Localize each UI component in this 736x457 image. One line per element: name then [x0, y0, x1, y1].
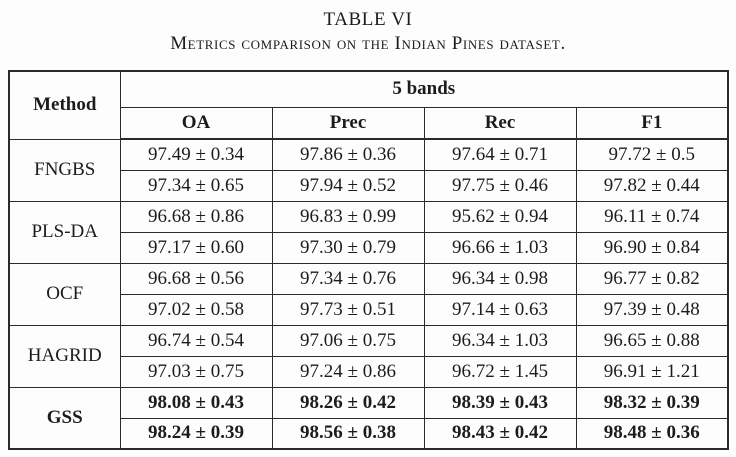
table-row: PLS-DA 96.68 ± 0.86 96.83 ± 0.99 95.62 ±…	[8, 200, 729, 264]
value-cell: 98.26 ± 0.42	[271, 386, 425, 419]
value-cell: 96.77 ± 0.82	[575, 262, 729, 295]
value-cell: 98.24 ± 0.39	[119, 417, 273, 450]
value-cell: 97.75 ± 0.46	[423, 169, 577, 202]
value-cell: 97.02 ± 0.58	[119, 293, 273, 326]
value-cell: 98.43 ± 0.42	[423, 417, 577, 450]
table-row: OCF 96.68 ± 0.56 97.34 ± 0.76 96.34 ± 0.…	[8, 262, 729, 326]
table-number: TABLE VI	[323, 9, 413, 30]
value-cell: 97.14 ± 0.63	[423, 293, 577, 326]
value-cell: 97.24 ± 0.86	[271, 355, 425, 388]
table-row: HAGRID 96.74 ± 0.54 97.06 ± 0.75 96.34 ±…	[8, 324, 729, 388]
value-cell: 97.34 ± 0.65	[119, 169, 273, 202]
value-cell: 98.39 ± 0.43	[423, 386, 577, 419]
value-cell: 97.49 ± 0.34	[119, 138, 273, 171]
method-name-hagrid: HAGRID	[8, 324, 121, 388]
table-row: 97.17 ± 0.60 97.30 ± 0.79 96.66 ± 1.03 9…	[9, 231, 729, 264]
value-cell: 97.86 ± 0.36	[271, 138, 425, 171]
table-row: GSS 98.08 ± 0.43 98.26 ± 0.42 98.39 ± 0.…	[8, 386, 729, 450]
value-cell: 97.34 ± 0.76	[271, 262, 425, 295]
value-cell: 96.74 ± 0.54	[119, 324, 273, 357]
table-row: 97.34 ± 0.65 97.94 ± 0.52 97.75 ± 0.46 9…	[9, 169, 729, 202]
value-cell: 96.11 ± 0.74	[575, 200, 729, 233]
value-cell: 96.66 ± 1.03	[423, 231, 577, 264]
table-row: 97.02 ± 0.58 97.73 ± 0.51 97.14 ± 0.63 9…	[9, 293, 729, 326]
group-header-5-bands: 5 bands	[119, 70, 729, 108]
value-cell: 96.72 ± 1.45	[423, 355, 577, 388]
column-header-prec: Prec	[271, 106, 425, 140]
table-subtitle: Metrics comparison on the Indian Pines d…	[170, 33, 566, 54]
value-cell: 98.32 ± 0.39	[575, 386, 729, 419]
value-cell: 97.82 ± 0.44	[575, 169, 729, 202]
table-caption: TABLE VI Metrics comparison on the India…	[0, 0, 736, 55]
value-cell: 97.72 ± 0.5	[575, 138, 729, 171]
method-name-ocf: OCF	[8, 262, 121, 326]
value-cell: 98.56 ± 0.38	[271, 417, 425, 450]
value-cell: 96.68 ± 0.56	[119, 262, 273, 295]
value-cell: 97.30 ± 0.79	[271, 231, 425, 264]
column-header-rec: Rec	[423, 106, 577, 140]
column-header-method: Method	[8, 70, 121, 140]
value-cell: 96.90 ± 0.84	[575, 231, 729, 264]
value-cell: 97.64 ± 0.71	[423, 138, 577, 171]
value-cell: 97.94 ± 0.52	[271, 169, 425, 202]
value-cell: 98.48 ± 0.36	[575, 417, 729, 450]
value-cell: 95.62 ± 0.94	[423, 200, 577, 233]
value-cell: 96.91 ± 1.21	[575, 355, 729, 388]
table-row: 97.03 ± 0.75 97.24 ± 0.86 96.72 ± 1.45 9…	[9, 355, 729, 388]
column-header-oa: OA	[119, 106, 273, 140]
metrics-table: Method 5 bands OA Prec Rec F1 FNGBS 97.4…	[8, 70, 730, 450]
method-name-gss: GSS	[8, 386, 121, 450]
value-cell: 97.17 ± 0.60	[119, 231, 273, 264]
table-row: 98.24 ± 0.39 98.56 ± 0.38 98.43 ± 0.42 9…	[9, 417, 729, 450]
value-cell: 97.03 ± 0.75	[119, 355, 273, 388]
value-cell: 96.68 ± 0.86	[119, 200, 273, 233]
value-cell: 96.34 ± 1.03	[423, 324, 577, 357]
value-cell: 97.06 ± 0.75	[271, 324, 425, 357]
value-cell: 96.83 ± 0.99	[271, 200, 425, 233]
column-header-f1: F1	[575, 106, 729, 140]
value-cell: 96.65 ± 0.88	[575, 324, 729, 357]
method-name-fngbs: FNGBS	[8, 138, 121, 202]
value-cell: 97.39 ± 0.48	[575, 293, 729, 326]
method-name-pls-da: PLS-DA	[8, 200, 121, 264]
value-cell: 96.34 ± 0.98	[423, 262, 577, 295]
value-cell: 98.08 ± 0.43	[119, 386, 273, 419]
value-cell: 97.73 ± 0.51	[271, 293, 425, 326]
table-row: FNGBS 97.49 ± 0.34 97.86 ± 0.36 97.64 ± …	[8, 138, 729, 202]
